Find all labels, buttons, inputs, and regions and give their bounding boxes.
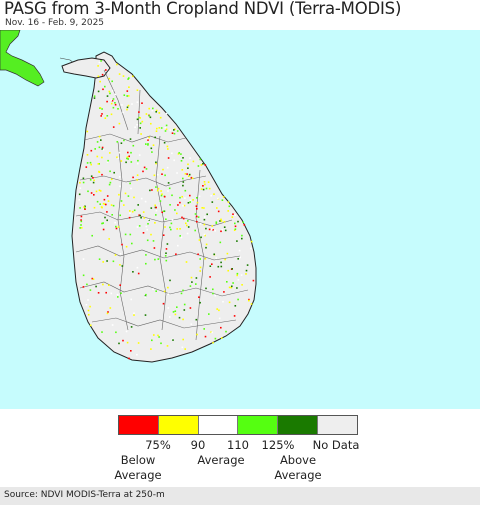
legend-category-label: Above Average	[274, 453, 322, 482]
jaffna-peninsula	[61, 57, 111, 79]
map-canvas	[0, 30, 480, 409]
legend-tick-label: 125%	[261, 438, 295, 452]
district-boundaries	[75, 69, 249, 341]
header: PASG from 3-Month Cropland NDVI (Terra-M…	[0, 0, 480, 30]
legend-tick-label: 110	[227, 438, 249, 452]
sri-lanka-landmass	[71, 51, 257, 363]
legend-swatch	[158, 416, 199, 434]
legend-swatch	[278, 416, 319, 434]
map-area[interactable]	[0, 30, 480, 409]
legend-swatch	[198, 416, 239, 434]
legend-color-bar	[118, 415, 358, 435]
india-landmass	[0, 30, 45, 87]
legend-tick-label: No Data	[312, 438, 360, 452]
source-note: Source: NDVI MODIS-Terra at 250-m	[4, 490, 165, 500]
date-range: Nov. 16 - Feb. 9, 2025	[5, 18, 105, 28]
legend-category-label: Below Average	[114, 453, 162, 482]
ndvi-pixels	[78, 60, 255, 360]
legend: 75% 90 110 125% No Data Below Average Average…	[0, 409, 480, 487]
legend-tick-label: 75%	[145, 438, 171, 452]
footer: Source: NDVI MODIS-Terra at 250-m	[0, 487, 480, 505]
map-title: PASG from 3-Month Cropland NDVI (Terra-M…	[4, 0, 402, 18]
legend-tick-label: 90	[190, 438, 206, 452]
legend-swatch	[238, 416, 279, 434]
legend-swatch	[119, 416, 159, 434]
legend-swatch	[318, 416, 357, 434]
legend-category-label: Average	[197, 453, 245, 467]
